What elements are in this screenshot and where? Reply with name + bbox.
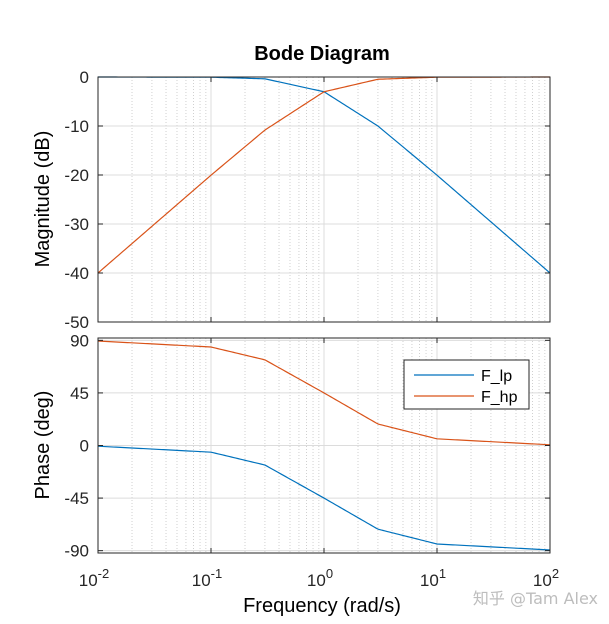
- legend-box: [403, 359, 530, 410]
- x-tick-label: 10-1: [192, 566, 222, 590]
- magnitude-y-tick-label: -20: [64, 166, 89, 185]
- phase-y-ticks: 90 45 0 -45 -90: [64, 331, 551, 561]
- magnitude-y-tick-label: -30: [64, 215, 89, 234]
- x-tick-label: 10-2: [79, 566, 109, 590]
- magnitude-y-axis-label: Magnitude (dB): [32, 131, 54, 268]
- magnitude-y-tick-label: -40: [64, 264, 89, 283]
- magnitude-y-tick-label: -10: [64, 117, 89, 136]
- legend: F_lp F_hp: [403, 359, 530, 410]
- phase-line-f-lp: [97, 445, 551, 551]
- legend-label-f-hp: F_hp: [481, 389, 518, 406]
- x-axis-ticks: 10-2 10-1 100 101 102: [79, 566, 559, 590]
- x-tick-label: 101: [420, 566, 446, 590]
- chart-title: Bode Diagram: [254, 43, 390, 65]
- phase-y-tick-label: -45: [64, 489, 89, 508]
- x-tick-label: 102: [533, 566, 559, 590]
- phase-y-tick-label: 0: [80, 437, 89, 456]
- legend-label-f-lp: F_lp: [481, 368, 512, 385]
- phase-y-tick-label: 45: [70, 384, 89, 403]
- magnitude-y-ticks: 0 -10 -20 -30 -40 -50: [64, 68, 551, 332]
- phase-line-f-hp: [97, 340, 551, 446]
- phase-y-tick-label: -90: [64, 542, 89, 561]
- phase-y-axis-label: Phase (deg): [32, 391, 54, 500]
- magnitude-y-tick-label: 0: [80, 68, 89, 87]
- magnitude-y-tick-label: -50: [64, 313, 89, 332]
- x-tick-label: 100: [307, 566, 333, 590]
- x-axis-label: Frequency (rad/s): [243, 595, 401, 617]
- magnitude-grid: [98, 77, 550, 322]
- phase-series: [97, 340, 551, 551]
- magnitude-plot: 0 -10 -20 -30 -40 -50: [64, 68, 551, 332]
- phase-y-tick-label: 90: [70, 331, 89, 350]
- watermark-text: 知乎 @Tam Alex: [473, 589, 598, 608]
